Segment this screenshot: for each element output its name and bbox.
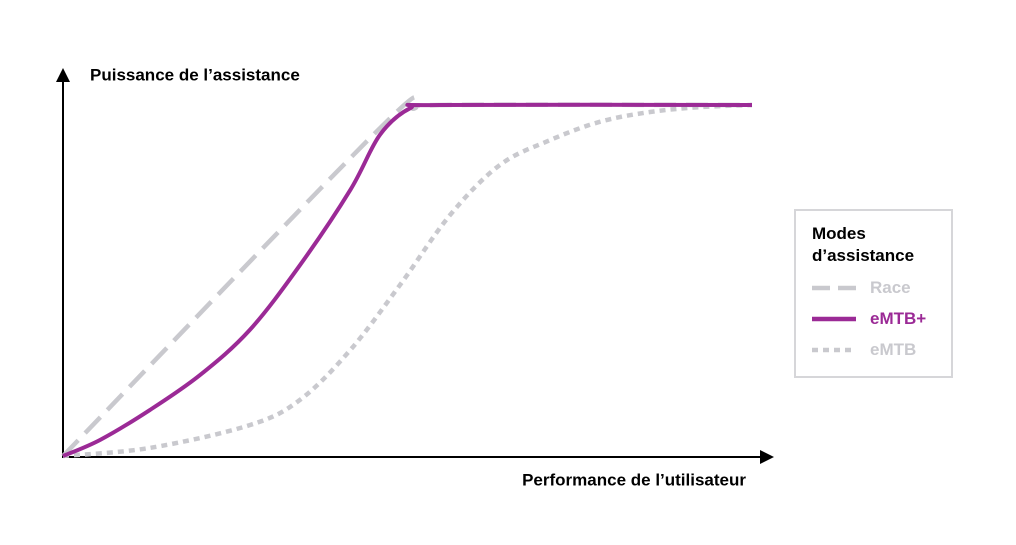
x-axis-label: Performance de l’utilisateur: [522, 470, 746, 489]
x-axis-arrow: [760, 450, 774, 464]
legend-label: Race: [870, 278, 911, 297]
line-solid: [62, 102, 753, 458]
legend-label: eMTB+: [870, 309, 927, 328]
legend-swatch: [812, 316, 856, 322]
y-axis-label: Puissance de l’assistance: [90, 65, 300, 84]
legend: Modes d’assistance Race eMTB+ eMTB: [794, 209, 953, 378]
legend-entry: Race: [812, 278, 952, 298]
legend-entry: eMTB+: [812, 309, 952, 329]
line-dotted: [62, 102, 753, 459]
legend-label: eMTB: [870, 340, 917, 359]
legend-swatch: [812, 347, 856, 353]
legend-entry: eMTB: [812, 340, 952, 360]
y-axis-arrow: [56, 68, 70, 82]
legend-swatch: [812, 285, 856, 291]
legend-title: Modes d’assistance: [812, 224, 915, 265]
